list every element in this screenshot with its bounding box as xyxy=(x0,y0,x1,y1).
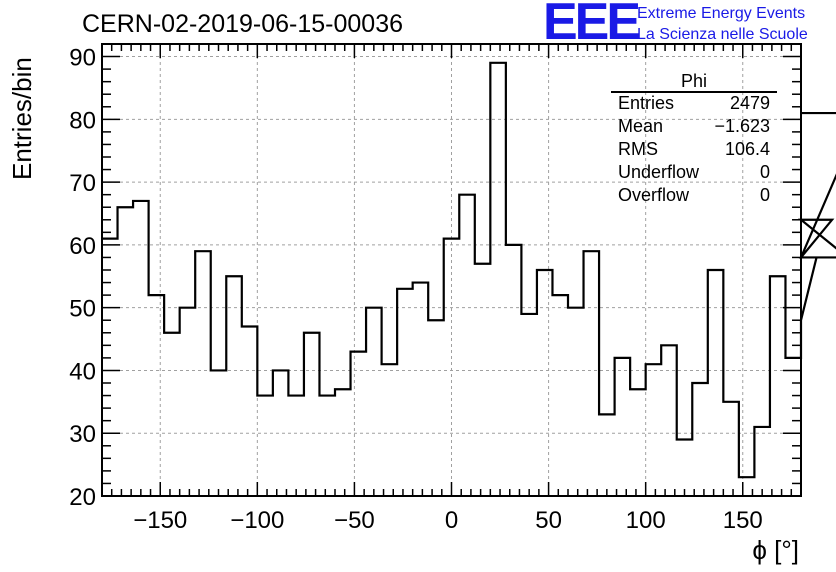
stats-value: 0 xyxy=(759,162,770,182)
y-axis-label: Entries/bin xyxy=(7,57,37,180)
x-tick-label: 100 xyxy=(626,507,666,534)
y-tick-label: 20 xyxy=(69,484,96,511)
stats-label: Mean xyxy=(618,116,664,136)
stats-divider xyxy=(611,91,777,93)
y-tick-label: 80 xyxy=(69,107,96,134)
stats-value: −1.623 xyxy=(714,116,770,136)
y-tick-labels: 20 30 40 50 60 70 80 90 xyxy=(69,45,96,511)
stats-label: Underflow xyxy=(618,162,700,182)
stats-label: RMS xyxy=(618,139,658,159)
logo-caption-line2: La Scienza nelle Scuole xyxy=(637,26,808,43)
y-tick-label: 70 xyxy=(69,170,96,197)
x-tick-label: 50 xyxy=(535,507,562,534)
logo-caption-line1: Extreme Energy Events xyxy=(637,5,806,22)
chart-title: CERN-02-2019-06-15-00036 xyxy=(82,10,404,38)
x-tick-labels: −150 −100 −50 0 50 100 150 xyxy=(133,507,763,534)
y-tick-label: 60 xyxy=(69,233,96,260)
x-tick-label: −150 xyxy=(133,507,187,534)
y-tick-label: 90 xyxy=(69,45,96,72)
stats-row-rms: RMS 106.4 xyxy=(618,139,770,160)
stats-label: Entries xyxy=(618,93,675,113)
stats-row-underflow: Underflow 0 xyxy=(618,162,770,183)
y-tick-label: 40 xyxy=(69,358,96,385)
histogram-series xyxy=(102,61,836,479)
y-tick-label: 50 xyxy=(69,296,96,323)
x-tick-label: −50 xyxy=(334,507,375,534)
stats-label: Overflow xyxy=(618,185,690,205)
eee-logo: EEE xyxy=(543,0,641,51)
stats-row-overflow: Overflow 0 xyxy=(618,185,770,206)
stats-title: Phi xyxy=(680,71,707,91)
stats-value: 2479 xyxy=(729,93,770,113)
axis-ticks xyxy=(102,43,801,497)
x-axis-label: ϕ [°] xyxy=(752,535,799,565)
stats-value: 106.4 xyxy=(724,139,770,159)
x-tick-label: 0 xyxy=(445,507,458,534)
stats-value: 0 xyxy=(759,185,770,205)
stats-row-mean: Mean −1.623 xyxy=(618,116,770,137)
x-tick-label: −100 xyxy=(230,507,284,534)
x-tick-label: 150 xyxy=(723,507,763,534)
y-tick-label: 30 xyxy=(69,421,96,448)
stats-row-entries: Entries 2479 xyxy=(618,93,770,114)
